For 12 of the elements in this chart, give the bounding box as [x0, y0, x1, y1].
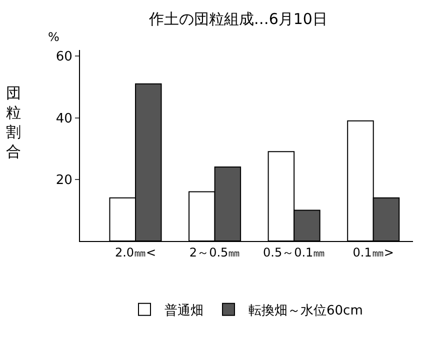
- x-tick-label: 0.1㎜>: [352, 245, 394, 260]
- y-tick-label: 40: [56, 111, 72, 126]
- legend-label: 普通畑: [164, 302, 204, 318]
- y-tick-label: 20: [56, 172, 72, 188]
- y-tick-label: 60: [56, 50, 72, 65]
- x-tick-label: 0.5～0.1㎜: [262, 245, 326, 260]
- x-tick-label: 2.0㎜<: [114, 245, 156, 260]
- y-axis-title: 団粒割合: [6, 84, 21, 160]
- legend-label: 転換畑～水位60cm: [248, 304, 363, 318]
- text: %: [48, 30, 60, 44]
- x-tick-label: 2～0.5㎜: [189, 245, 240, 260]
- chart-title: 作土の団粒組成…6月10日: [148, 10, 328, 28]
